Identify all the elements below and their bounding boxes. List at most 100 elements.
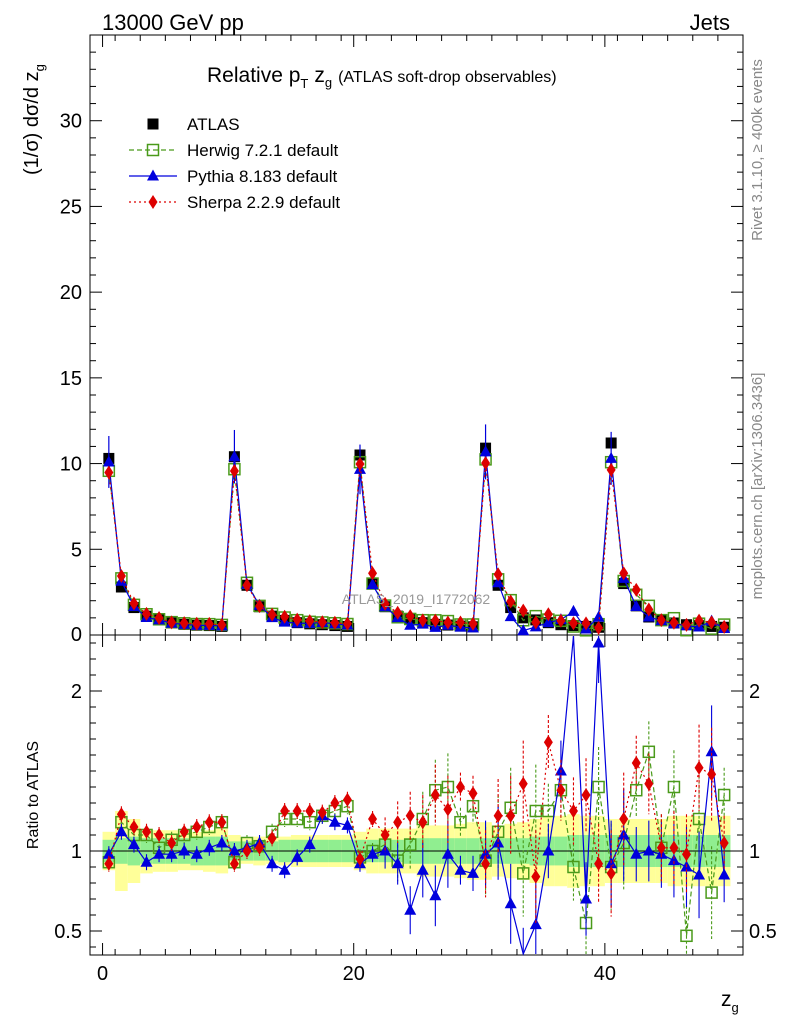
ratio-point-3-49 [719, 836, 729, 850]
ratio-point-3-45 [669, 840, 679, 855]
ratio-point-2-0 [102, 847, 115, 859]
legend-label-1: Herwig 7.2.1 default [187, 141, 338, 160]
legend-marker-3 [148, 195, 158, 209]
ratio-series [102, 635, 731, 956]
ratio-point-3-39 [594, 856, 604, 871]
ratio-point-2-26 [429, 889, 442, 901]
legend-marker-2 [147, 169, 159, 181]
y-axis-label-sub: g [32, 64, 47, 71]
ratio-point-2-27 [441, 847, 454, 859]
ratio-point-3-44 [656, 840, 666, 855]
ratio-point-3-43 [644, 776, 654, 791]
y-axis-label: (1/σ) dσ/d zg [21, 64, 47, 175]
main-point-3-26 [430, 613, 440, 628]
ratio-point-3-26 [430, 788, 440, 802]
ratio-point-3-6 [179, 824, 189, 839]
ratio-point-2-1 [115, 825, 128, 837]
ratio-point-2-3 [140, 855, 153, 867]
ratio-point-2-29 [467, 866, 480, 878]
main-point-3-47 [694, 613, 704, 628]
legend-label-2: Pythia 8.183 default [187, 167, 338, 186]
ratio-point-2-10 [228, 844, 241, 856]
y-tick-label-4: 25 [60, 196, 82, 218]
ratio-point-3-21 [368, 812, 378, 826]
main-point-3-3 [142, 606, 152, 621]
ratio-point-2-24 [404, 903, 417, 915]
ratio-line-1 [108, 751, 725, 936]
x-tick-label-1: 20 [343, 963, 365, 985]
main-point-3-0 [104, 465, 114, 480]
ratio-point-3-3 [142, 824, 152, 839]
main-point-2-35 [542, 616, 555, 628]
ratio-point-3-7 [192, 820, 202, 834]
ratio-point-2-47 [693, 868, 706, 880]
main-point-3-11 [242, 578, 252, 593]
ratio-point-2-42 [630, 847, 643, 859]
main-point-3-48 [707, 615, 717, 630]
ratio-point-3-15 [292, 804, 302, 818]
main-point-3-31 [493, 567, 503, 582]
y-tick-label-2: 15 [60, 368, 82, 390]
ratio-point-3-14 [280, 804, 290, 818]
axes-ticks: 0 20 40 5 10 15 20 25 30 0 0.5 0.5 1 1 2 2 [54, 35, 777, 985]
main-point-3-46 [681, 617, 691, 632]
ratio-point-3-47 [694, 760, 704, 775]
main-point-3-14 [280, 609, 290, 624]
rivet-label: Rivet 3.1.10, ≥ 400k events [749, 59, 766, 241]
main-point-2-32 [504, 610, 517, 622]
main-point-3-45 [669, 615, 679, 630]
ratio-point-3-46 [681, 847, 691, 862]
watermark: ATLAS_2019_I1772062 [342, 591, 491, 607]
main-point-3-8 [204, 616, 214, 631]
ratio-point-3-37 [568, 804, 578, 818]
legend-marker-1 [146, 143, 160, 157]
main-point-2-37 [567, 604, 580, 616]
ratio-point-1-48 [705, 886, 718, 899]
chart-title-sub: T [300, 76, 308, 91]
ratio-point-3-35 [543, 735, 553, 750]
main-point-3-34 [531, 615, 541, 630]
chart-title-zsub: g [325, 75, 332, 90]
ratio-point-1-46 [680, 929, 693, 943]
ratio-point-2-21 [366, 847, 379, 859]
ratio-point-3-0 [104, 856, 114, 871]
main-point-2-24 [404, 618, 417, 630]
main-point-3-40 [606, 462, 616, 477]
main-point-3-15 [292, 612, 302, 627]
legend-label-3: Sherpa 2.2.9 default [187, 193, 340, 212]
main-point-3-36 [556, 613, 566, 628]
main-point-3-41 [619, 566, 629, 581]
ratio-point-3-27 [443, 802, 453, 817]
ratio-point-3-41 [619, 812, 629, 826]
main-point-3-7 [192, 616, 202, 631]
main-point-3-37 [568, 616, 578, 631]
ratio-point-2-32 [504, 897, 517, 909]
ratio-point-3-24 [405, 808, 415, 823]
main-point-3-18 [330, 615, 340, 630]
ratio-point-3-31 [493, 808, 503, 823]
main-point-3-1 [116, 568, 126, 583]
main-point-3-42 [631, 582, 641, 597]
ratio-point-2-14 [278, 863, 291, 875]
ratio-point-3-10 [229, 856, 239, 871]
main-point-0-1 [115, 581, 127, 593]
main-point-3-32 [506, 594, 516, 609]
main-point-2-31 [492, 576, 505, 588]
ratio-bands [90, 811, 743, 891]
ratio-point-2-5 [165, 847, 178, 859]
ratio-point-2-23 [391, 857, 404, 869]
ratio-point-3-20 [355, 852, 365, 866]
main-point-3-17 [317, 615, 327, 630]
main-point-3-2 [129, 596, 139, 611]
ratio-point-2-49 [718, 868, 731, 880]
main-point-2-30 [479, 445, 492, 457]
ratio-point-3-38 [581, 788, 591, 802]
main-point-3-22 [380, 596, 390, 611]
mcplots-label: mcplots.cern.ch [arXiv:1306.3436] [749, 373, 766, 600]
ratio-point-2-8 [203, 841, 216, 853]
ratio-y-label: Ratio to ATLAS [25, 741, 42, 849]
main-line-3 [108, 463, 725, 629]
x-tick-label-2: 40 [594, 963, 616, 985]
main-point-3-39 [594, 620, 604, 635]
ratio-point-2-9 [215, 836, 228, 848]
